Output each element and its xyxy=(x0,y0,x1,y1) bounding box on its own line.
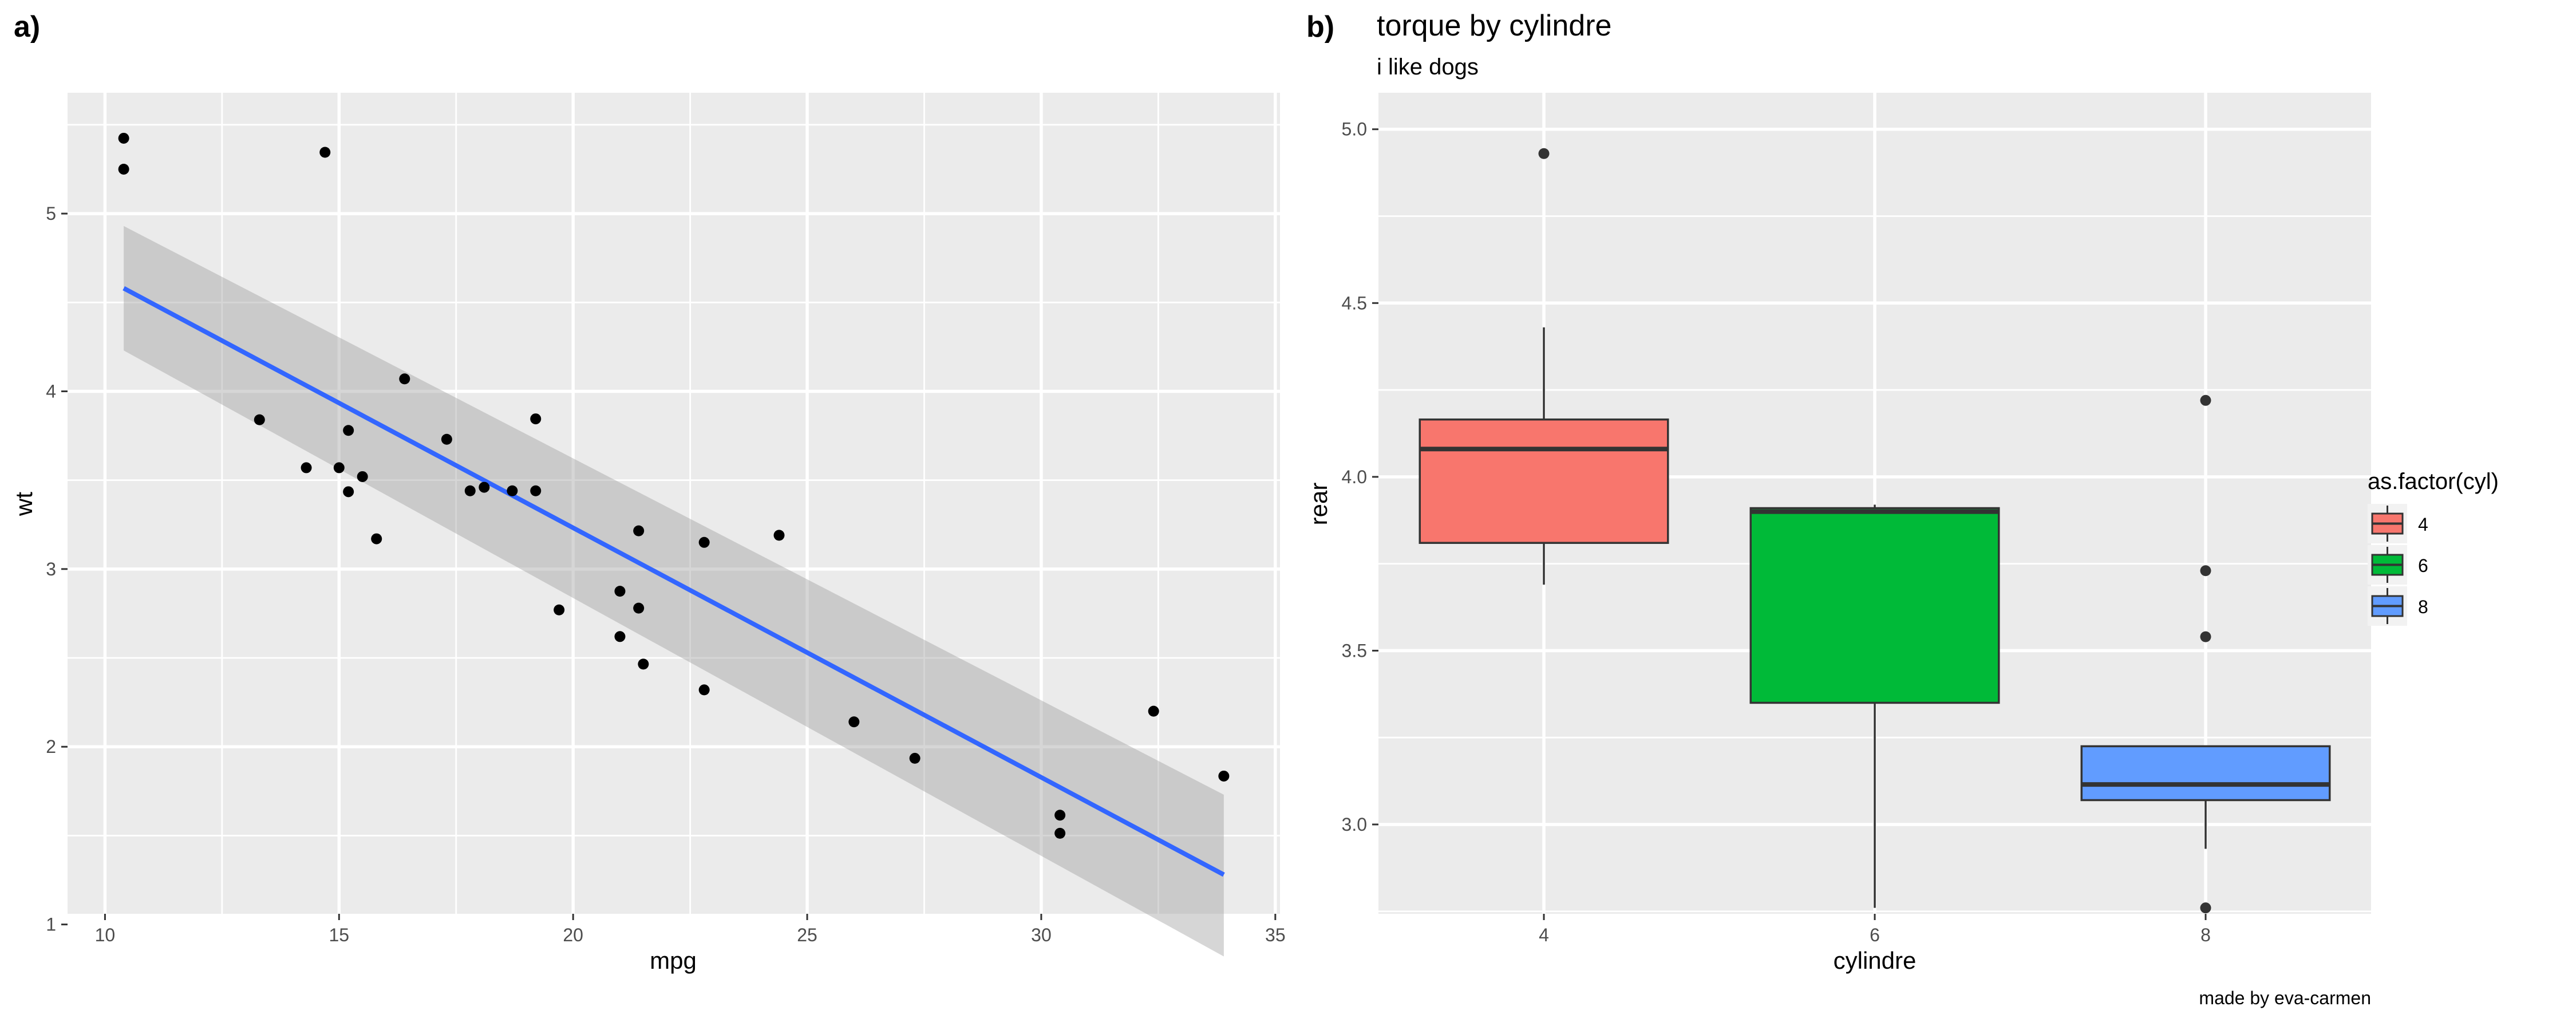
box-group-6 xyxy=(1749,504,2000,908)
x-tick-label: 35 xyxy=(1265,925,1286,945)
y-tick-label: 4 xyxy=(46,381,56,401)
data-point xyxy=(530,413,542,425)
outlier-point xyxy=(2200,631,2211,642)
data-point xyxy=(118,163,129,175)
outlier-point xyxy=(2200,565,2211,577)
panel-a-confidence-band xyxy=(124,226,1224,957)
data-point xyxy=(614,586,626,597)
data-point xyxy=(554,604,565,615)
data-point xyxy=(848,716,860,728)
data-point xyxy=(909,752,920,764)
x-tick-label: 20 xyxy=(563,925,583,945)
panel-b-boxes xyxy=(1419,148,2331,914)
panel-a-x-axis-title: mpg xyxy=(650,947,697,974)
legend-item-4: 4 xyxy=(2368,504,2428,543)
y-tick-label: 2 xyxy=(46,736,56,757)
outlier-point xyxy=(1538,148,1550,159)
panel-b-x-axis-title: cylindre xyxy=(1834,947,1917,974)
panel-a-points xyxy=(118,132,1230,839)
legend-item-6: 6 xyxy=(2368,545,2428,585)
box xyxy=(1749,507,2000,704)
box xyxy=(2080,745,2331,802)
panel-b-subtitle: i like dogs xyxy=(1377,54,1479,80)
data-point xyxy=(319,147,331,158)
panel-b-title: torque by cylindre xyxy=(1377,9,1611,42)
panel-a-tag: a) xyxy=(14,10,40,44)
data-point xyxy=(343,486,354,498)
y-tick-label: 1 xyxy=(46,914,56,935)
data-point xyxy=(638,658,649,670)
data-point xyxy=(333,462,345,474)
x-tick-label: 10 xyxy=(95,925,116,945)
box xyxy=(1419,418,1669,544)
legend-item-8: 8 xyxy=(2368,586,2428,626)
data-point xyxy=(371,533,382,544)
x-tick-label: 4 xyxy=(1539,925,1549,945)
y-tick-label: 5 xyxy=(46,203,56,224)
data-point xyxy=(1054,827,1066,839)
data-point xyxy=(530,485,542,496)
x-tick-label: 25 xyxy=(797,925,817,945)
panel-b-tag: b) xyxy=(1306,10,1334,44)
data-point xyxy=(301,462,312,474)
legend-label: 8 xyxy=(2418,597,2428,617)
x-tick-label: 15 xyxy=(329,925,350,945)
outlier-point xyxy=(2200,902,2211,914)
data-point xyxy=(507,485,518,496)
panel-a-gridlines xyxy=(68,93,1280,926)
panel-b-caption: made by eva-carmen xyxy=(2199,988,2371,1008)
legend-label: 4 xyxy=(2418,514,2428,535)
panel-a-fit-line xyxy=(123,286,1225,877)
x-tick-label: 6 xyxy=(1870,925,1880,945)
data-point xyxy=(357,471,368,482)
data-point xyxy=(1218,770,1230,782)
data-point xyxy=(698,684,710,696)
panel-b-ticks: 4 6 8 3.0 3.5 4.0 4.5 5.0 xyxy=(1342,119,2211,945)
y-tick-label: 4.5 xyxy=(1342,293,1367,313)
y-tick-label: 3.5 xyxy=(1342,640,1367,661)
panel-a-y-axis-title: wt xyxy=(10,492,37,516)
data-point xyxy=(1148,705,1159,717)
data-point xyxy=(1054,810,1066,821)
data-point xyxy=(773,530,785,541)
legend-label: 6 xyxy=(2418,555,2428,576)
panel-a-ticks: 10 15 20 25 30 35 1 2 3 4 5 xyxy=(46,203,1285,945)
regression-line xyxy=(123,286,1225,877)
data-point xyxy=(399,373,410,385)
data-point xyxy=(698,536,710,548)
data-point xyxy=(633,525,645,536)
y-tick-label: 3.0 xyxy=(1342,814,1367,835)
data-point xyxy=(441,433,452,445)
data-point xyxy=(343,425,354,436)
y-tick-label: 5.0 xyxy=(1342,119,1367,140)
data-point xyxy=(614,631,626,642)
legend-title: as.factor(cyl) xyxy=(2368,469,2499,494)
panel-a-plot-area xyxy=(68,93,1280,914)
data-point xyxy=(479,482,490,493)
data-point xyxy=(464,485,476,496)
box-group-8 xyxy=(2080,394,2331,914)
y-tick-label: 3 xyxy=(46,559,56,579)
data-point xyxy=(118,132,129,144)
x-tick-label: 30 xyxy=(1031,925,1052,945)
data-point xyxy=(633,602,645,614)
legend: 4 6 8 xyxy=(2368,504,2428,626)
data-point xyxy=(254,414,265,425)
box-group-4 xyxy=(1419,148,1669,585)
panel-b-y-axis-title: rear xyxy=(1305,483,1332,526)
outlier-point xyxy=(2200,394,2211,406)
y-tick-label: 4.0 xyxy=(1342,467,1367,487)
confidence-band xyxy=(124,226,1224,957)
x-tick-label: 8 xyxy=(2200,925,2211,945)
